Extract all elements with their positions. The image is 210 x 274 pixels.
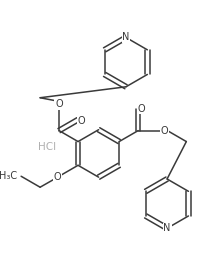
Text: O: O	[78, 116, 85, 125]
Text: O: O	[53, 172, 61, 182]
Text: O: O	[55, 99, 63, 109]
Text: O: O	[161, 125, 168, 136]
Text: H₃C: H₃C	[0, 171, 17, 181]
Text: HCl: HCl	[38, 142, 56, 152]
Text: N: N	[122, 33, 130, 42]
Text: N: N	[163, 223, 171, 233]
Text: O: O	[138, 104, 146, 114]
